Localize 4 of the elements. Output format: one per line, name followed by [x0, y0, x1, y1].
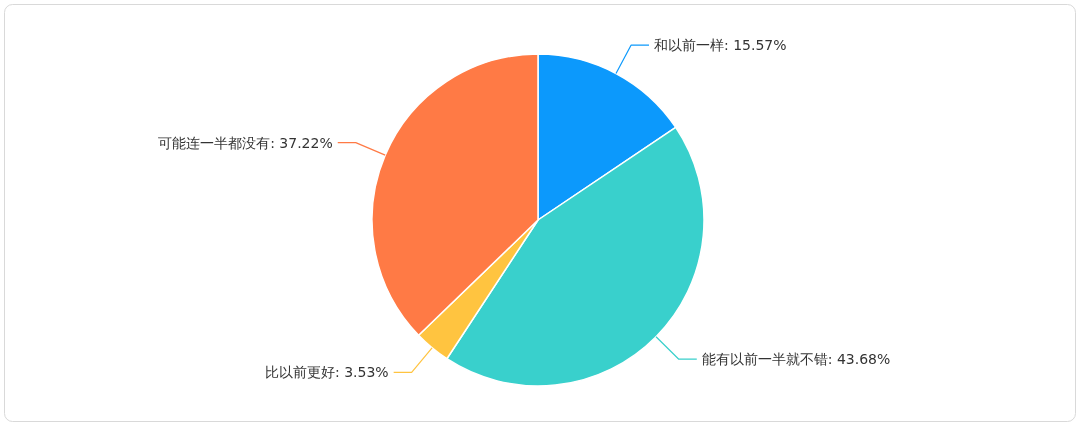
slice-label: 能有以前一半就不错: 43.68% [701, 351, 891, 368]
slice-label: 和以前一样: 15.57% [654, 37, 787, 54]
slice-label: 可能连一半都没有: 37.22% [158, 134, 333, 151]
slice-label: 比以前更好: 3.53% [264, 364, 389, 381]
